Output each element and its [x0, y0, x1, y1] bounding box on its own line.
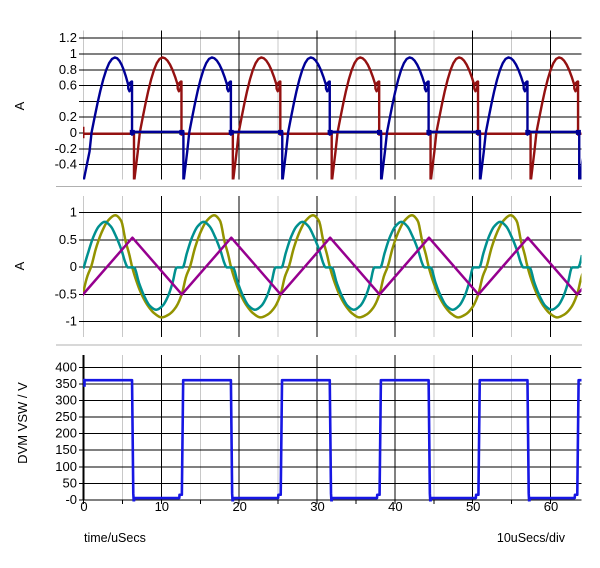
svg-text:300: 300 — [55, 393, 77, 408]
svg-text:0.2: 0.2 — [59, 109, 77, 124]
svg-text:-0: -0 — [65, 492, 77, 507]
svg-text:0: 0 — [70, 125, 77, 140]
svg-text:0.6: 0.6 — [59, 78, 77, 93]
svg-text:60: 60 — [544, 499, 558, 514]
svg-text:10: 10 — [155, 499, 169, 514]
svg-text:50: 50 — [63, 475, 77, 490]
svg-text:10uSecs/div: 10uSecs/div — [497, 531, 566, 545]
svg-text:100: 100 — [55, 459, 77, 474]
svg-text:-0.2: -0.2 — [55, 141, 77, 156]
svg-text:0.5: 0.5 — [59, 232, 77, 247]
svg-text:1: 1 — [70, 46, 77, 61]
svg-text:30: 30 — [310, 499, 324, 514]
svg-text:350: 350 — [55, 376, 77, 391]
svg-text:DVM VSW / V: DVM VSW / V — [15, 382, 30, 464]
svg-text:20: 20 — [232, 499, 246, 514]
svg-text:200: 200 — [55, 426, 77, 441]
svg-text:-1: -1 — [65, 314, 77, 329]
svg-text:0: 0 — [80, 499, 87, 514]
svg-text:1: 1 — [70, 205, 77, 220]
svg-text:A: A — [12, 101, 27, 110]
svg-text:-0.5: -0.5 — [55, 286, 77, 301]
svg-text:400: 400 — [55, 359, 77, 374]
svg-text:0.8: 0.8 — [59, 62, 77, 77]
svg-text:time/uSecs: time/uSecs — [84, 531, 146, 545]
svg-text:40: 40 — [388, 499, 402, 514]
svg-text:1.2: 1.2 — [59, 30, 77, 45]
svg-text:-0.4: -0.4 — [55, 157, 77, 172]
svg-text:50: 50 — [466, 499, 480, 514]
svg-text:0: 0 — [70, 259, 77, 274]
svg-text:A: A — [12, 261, 27, 270]
svg-text:150: 150 — [55, 442, 77, 457]
svg-text:250: 250 — [55, 409, 77, 424]
